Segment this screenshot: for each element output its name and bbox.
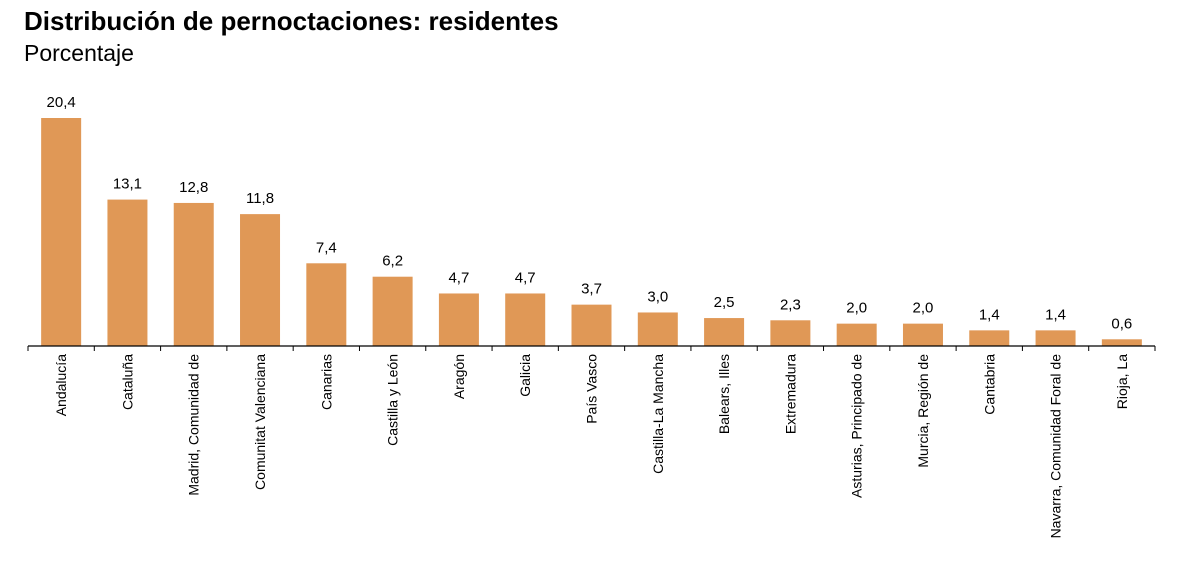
- category-label: Madrid, Comunidad de: [186, 354, 202, 496]
- bar-value-label: 20,4: [47, 94, 76, 111]
- category-label: Navarra, Comunidad Foral de: [1048, 354, 1064, 539]
- bar-value-label: 4,7: [448, 269, 469, 286]
- bar: [505, 293, 546, 346]
- bar: [240, 214, 281, 346]
- category-labels-layer: Andalucía Cataluña Madrid, Comunidad de Com…: [53, 354, 1130, 539]
- bar-value-label: 7,4: [316, 239, 337, 256]
- bar: [770, 320, 811, 346]
- bar: [1035, 330, 1076, 346]
- chart-subtitle: Porcentaje: [24, 40, 134, 66]
- category-label: Castilla y León: [385, 354, 401, 446]
- bar: [438, 293, 479, 346]
- category-label: Balears, Illes: [716, 354, 732, 434]
- bar: [637, 312, 678, 346]
- bar: [704, 318, 745, 346]
- bar: [306, 263, 347, 346]
- bar: [41, 118, 82, 346]
- bar-value-label: 2,0: [913, 300, 934, 317]
- category-label: Andalucía: [53, 354, 69, 416]
- bar-value-label: 2,5: [714, 294, 735, 311]
- bar-value-label: 1,4: [1045, 306, 1066, 323]
- category-label: Rioja, La: [1114, 354, 1130, 409]
- bar-value-label: 11,8: [246, 190, 274, 207]
- value-labels-layer: 20,4 13,1 12,8 11,8 7,4 6,2 4,7 4,7 3,7 3,0 2,5 2,3…: [47, 94, 1133, 332]
- chart-title: Distribución de pernoctaciones: resident…: [24, 6, 559, 36]
- bar: [836, 323, 877, 346]
- x-axis-ticks-layer: [27, 346, 1156, 351]
- bar-value-label: 13,1: [113, 176, 142, 193]
- bar-value-label: 3,7: [581, 281, 602, 298]
- bars-layer: [41, 118, 1142, 346]
- category-label: Canarias: [318, 354, 334, 410]
- bar-value-label: 12,8: [179, 179, 208, 196]
- bar: [969, 330, 1010, 346]
- category-label: País Vasco: [584, 354, 600, 424]
- category-label: Aragón: [451, 354, 467, 399]
- bar: [1101, 339, 1142, 346]
- category-label: Extremadura: [782, 354, 798, 434]
- bar: [372, 276, 413, 346]
- bar-value-label: 4,7: [515, 269, 536, 286]
- bar-value-label: 3,0: [647, 288, 668, 305]
- category-label: Cantabria: [981, 354, 997, 415]
- bar: [107, 199, 148, 346]
- bar: [571, 304, 612, 346]
- bar-value-label: 6,2: [382, 253, 403, 270]
- category-label: Cataluña: [119, 354, 135, 410]
- bar: [902, 323, 943, 346]
- category-label: Galicia: [517, 354, 533, 397]
- category-label: Castilla-La Mancha: [650, 354, 666, 474]
- category-label: Comunitat Valenciana: [252, 354, 268, 490]
- bar-value-label: 0,6: [1111, 315, 1132, 332]
- category-label: Murcia, Región de: [915, 354, 931, 468]
- bar: [173, 202, 214, 346]
- bar-value-label: 2,3: [780, 296, 801, 313]
- category-label: Asturias, Principado de: [849, 354, 865, 498]
- bar-value-label: 1,4: [979, 306, 1000, 323]
- bar-value-label: 2,0: [846, 300, 867, 317]
